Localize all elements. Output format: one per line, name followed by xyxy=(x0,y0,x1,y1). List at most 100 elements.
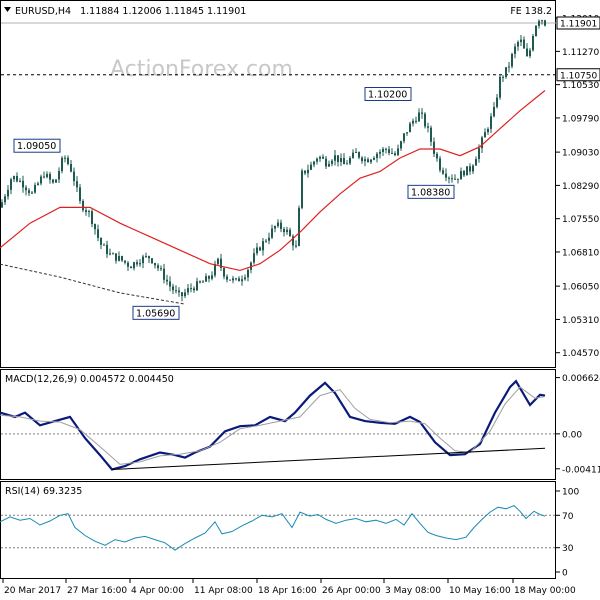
candle-body xyxy=(421,112,423,114)
macd-trendline xyxy=(111,447,546,470)
candle-body xyxy=(427,126,429,128)
candle-body xyxy=(508,66,510,68)
candle-body xyxy=(265,240,267,242)
candle-body xyxy=(193,288,195,291)
candle-body xyxy=(112,253,114,255)
price-annotation-label: 1.10200 xyxy=(368,89,407,100)
candle-body xyxy=(445,173,447,178)
candle-body xyxy=(328,163,330,167)
candle-body xyxy=(352,152,354,159)
candle-body xyxy=(502,76,504,78)
last-price-box xyxy=(556,16,600,30)
macd-signal-line xyxy=(0,386,546,465)
candle-body xyxy=(292,236,294,246)
price-annotation-label: 1.08380 xyxy=(411,187,450,198)
candle-body xyxy=(523,39,525,49)
candle-body xyxy=(97,229,99,238)
candle-body xyxy=(346,163,348,165)
candle-body xyxy=(196,281,198,291)
candle-body xyxy=(343,158,345,165)
candle-body xyxy=(52,179,54,183)
candle-body xyxy=(154,262,156,266)
rsi-title: RSI(14) 69.3235 xyxy=(5,486,82,497)
candle-body xyxy=(385,148,387,150)
candle-body xyxy=(544,20,546,26)
candle-body xyxy=(517,42,519,47)
candle-body xyxy=(190,288,192,290)
candle-body xyxy=(241,279,243,282)
candle-body xyxy=(382,148,384,152)
price-tick-label: 1.10530 xyxy=(562,81,599,91)
candle-body xyxy=(436,153,438,159)
candle-body xyxy=(49,173,51,180)
candle-body xyxy=(235,278,237,280)
time-tick-label: 11 Apr 08:00 xyxy=(194,586,253,596)
price-annotation-box xyxy=(407,184,455,199)
macd-tick-label: 0.00 xyxy=(562,430,582,440)
price-annotations: 1.09050 1.05690 1.10200 1.08380 xyxy=(13,86,455,320)
candle-body xyxy=(226,276,228,280)
candle-body xyxy=(229,279,231,281)
price-tick-label: 1.09790 xyxy=(562,114,599,124)
candle-body xyxy=(511,53,513,67)
candle-body xyxy=(34,184,36,193)
candle-body xyxy=(478,148,480,160)
price-tick-label: 1.08290 xyxy=(562,182,599,192)
candle-body xyxy=(295,245,297,247)
rsi-lines xyxy=(0,505,556,551)
candle-body xyxy=(334,155,336,161)
candle-body xyxy=(55,179,57,183)
candle-body xyxy=(127,262,129,267)
candle-body xyxy=(169,281,171,287)
candle-body xyxy=(322,156,324,159)
candle-body xyxy=(538,20,540,26)
candle-body xyxy=(355,151,357,153)
moving-average-line xyxy=(0,90,546,272)
macd-main-line xyxy=(0,379,546,471)
candle-body xyxy=(268,237,270,241)
candle-body xyxy=(433,141,435,154)
candle-body xyxy=(217,258,219,265)
candle-body xyxy=(211,275,213,279)
price-annotation-box xyxy=(132,305,180,320)
symbol-dropdown-icon[interactable] xyxy=(4,7,11,12)
time-tick-label: 20 Mar 2017 xyxy=(4,586,61,596)
candle-body xyxy=(505,67,507,78)
candle-body xyxy=(202,281,204,283)
candle-body xyxy=(361,157,363,162)
candle-body xyxy=(256,247,258,254)
candle-body xyxy=(16,176,18,182)
price-annotation-label: 1.09050 xyxy=(17,141,56,152)
candle-body xyxy=(424,113,426,127)
candle-body xyxy=(325,158,327,167)
price-panel xyxy=(0,0,556,368)
candle-body xyxy=(172,286,174,291)
macd-panel xyxy=(0,369,556,480)
candle-body xyxy=(535,25,537,37)
candle-body xyxy=(463,171,465,176)
candle-body xyxy=(400,141,402,149)
candle-body xyxy=(64,157,66,159)
candle-body xyxy=(214,264,216,276)
candle-body xyxy=(91,211,93,225)
price-annotation-box xyxy=(364,86,412,101)
candle-body xyxy=(301,170,303,208)
candle-body xyxy=(28,190,30,194)
macd-title: MACD(12,26,9) 0.004572 0.004450 xyxy=(5,374,174,385)
candle-body xyxy=(139,263,141,265)
candle-body xyxy=(85,210,87,212)
candle-body xyxy=(199,281,201,283)
candle-body xyxy=(151,258,153,263)
candle-body xyxy=(532,36,534,51)
rsi-line xyxy=(0,505,546,551)
macd-tick-label: -0.004116 xyxy=(562,465,600,475)
candle-body xyxy=(496,97,498,107)
price-lines xyxy=(0,90,546,272)
candle-body xyxy=(40,176,42,184)
candle-body xyxy=(244,277,246,280)
candle-body xyxy=(337,155,339,163)
candle-body xyxy=(472,165,474,172)
candle-body xyxy=(259,247,261,251)
candle-body xyxy=(388,149,390,153)
candle-body xyxy=(460,171,462,180)
